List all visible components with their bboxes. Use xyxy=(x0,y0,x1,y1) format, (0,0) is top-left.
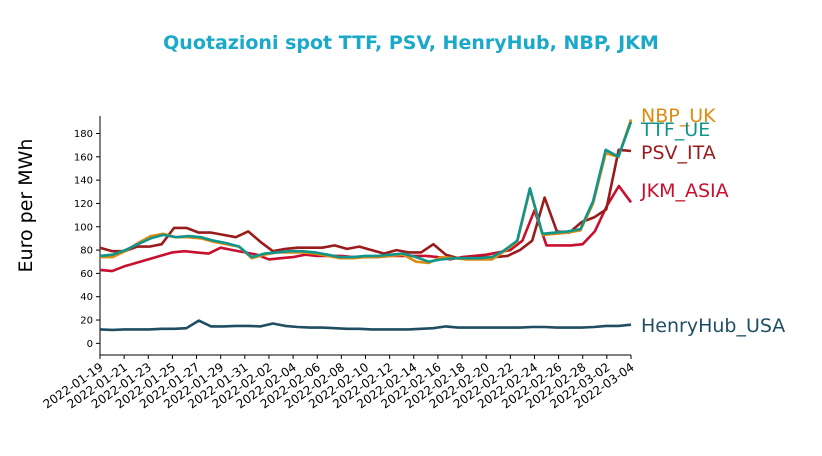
y-axis-title: Euro per MWh xyxy=(15,139,37,273)
y-tick-label: 0 xyxy=(87,339,93,350)
y-tick-label: 100 xyxy=(74,222,93,233)
series-label-ttf-ue: TTF_UE xyxy=(640,119,710,141)
series-line-henryhub-usa xyxy=(99,319,632,332)
series-line-ttf-ue xyxy=(99,121,633,264)
y-tick-label: 60 xyxy=(80,269,93,280)
y-tick-label: 140 xyxy=(74,176,93,187)
series-label-henryhub-usa: HenryHub_USA xyxy=(641,315,785,337)
series-lines xyxy=(99,119,633,332)
series-line-nbp-uk xyxy=(100,119,633,265)
y-tick-label: 80 xyxy=(80,246,93,257)
y-tick-label: 160 xyxy=(74,152,93,163)
series-label-jkm-asia: JKM_ASIA xyxy=(640,180,729,202)
y-tick-label: 120 xyxy=(74,199,93,210)
y-tick-label: 180 xyxy=(74,129,93,140)
chart-title: Quotazioni spot TTF, PSV, HenryHub, NBP,… xyxy=(163,32,659,54)
y-tick-label: 40 xyxy=(80,292,93,303)
axes: 0204060801001201401601802022-01-192022-0… xyxy=(41,116,637,411)
series-label-nbp-uk: NBP_UK xyxy=(641,105,716,127)
series-line-psv-ita xyxy=(99,148,632,260)
series-label-psv-ita: PSV_ITA xyxy=(641,142,716,164)
y-tick-label: 20 xyxy=(80,316,93,327)
